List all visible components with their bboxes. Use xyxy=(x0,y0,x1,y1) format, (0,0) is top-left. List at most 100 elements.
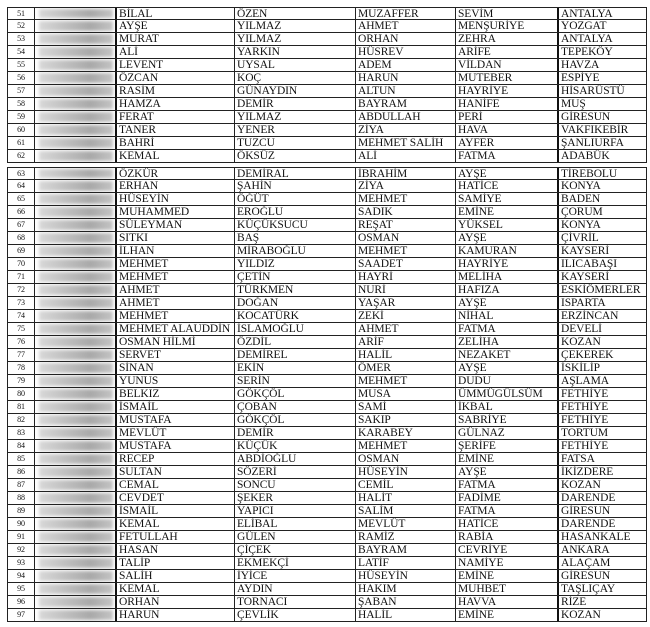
birthplace-cell: ANTALYA xyxy=(557,33,647,45)
surname-cell: UYSAL xyxy=(234,59,355,71)
table-row: 63 ÖZKÜR DEMİRAL İBRAHİM AYŞE TİREBOLU xyxy=(7,167,647,180)
mother-name-cell: FATMA xyxy=(455,505,557,517)
father-name-cell: HÜSEYİN xyxy=(355,570,455,582)
father-name-cell: MEHMET xyxy=(355,375,455,387)
surname-cell: KOÇ xyxy=(234,72,355,84)
father-name-cell: MEVLÜT xyxy=(355,518,455,530)
first-name-cell: BİLAL xyxy=(115,8,234,19)
father-name-cell: CEMİL xyxy=(355,479,455,491)
birthplace-cell: RİZE xyxy=(557,596,647,608)
surname-cell: EROĞLU xyxy=(234,206,355,218)
mother-name-cell: CEVRİYE xyxy=(455,544,557,556)
father-name-cell: ADEM xyxy=(355,59,455,71)
redaction-blur xyxy=(39,138,113,148)
surname-cell: YILMAZ xyxy=(234,33,355,45)
redacted-id-cell xyxy=(34,349,115,361)
mother-name-cell: ŞERİFE xyxy=(455,440,557,452)
redacted-id-cell xyxy=(34,85,115,97)
mother-name-cell: ARİFE xyxy=(455,46,557,58)
table-row: 80 BELKIZ GÖKÇÖL MUSA ÜMMÜGÜLSÜM FETHİYE xyxy=(7,388,647,401)
redacted-id-cell xyxy=(34,609,115,621)
mother-name-cell: SAMİYE xyxy=(455,193,557,205)
redaction-blur xyxy=(39,350,113,360)
redacted-id-cell xyxy=(34,479,115,491)
table-row: 95 KEMAL AYDIN HAKIM MUHBET TAŞLIÇAY xyxy=(7,583,647,596)
first-name-cell: İSMAİL xyxy=(115,505,234,517)
surname-cell: TÜRKMEN xyxy=(234,284,355,296)
first-name-cell: OSMAN HİLMİ xyxy=(115,336,234,348)
father-name-cell: LATİF xyxy=(355,557,455,569)
birthplace-cell: TEPEKÖY xyxy=(557,46,647,58)
mother-name-cell: DUDU xyxy=(455,375,557,387)
birthplace-cell: HASANKALE xyxy=(557,531,647,543)
redacted-id-cell xyxy=(34,124,115,136)
redaction-blur xyxy=(39,86,113,96)
mother-name-cell: SEVİM xyxy=(455,8,557,19)
redacted-id-cell xyxy=(34,219,115,231)
birthplace-cell: BADEN xyxy=(557,193,647,205)
row-number-cell: 74 xyxy=(7,310,34,322)
first-name-cell: MEHMET xyxy=(115,310,234,322)
first-name-cell: ÖZCAN xyxy=(115,72,234,84)
table-row: 83 MEVLÜT DEMİR KARABEY GÜLNAZ TORTUM xyxy=(7,427,647,440)
first-name-cell: AHMET xyxy=(115,297,234,309)
table-row: 68 SITKI BAŞ OSMAN AYŞE ÇİVRİL xyxy=(7,232,647,245)
father-name-cell: HALİL xyxy=(355,609,455,621)
row-number-cell: 86 xyxy=(7,466,34,478)
father-name-cell: ARİF xyxy=(355,336,455,348)
first-name-cell: SERVET xyxy=(115,349,234,361)
father-name-cell: HÜSEYİN xyxy=(355,466,455,478)
redacted-id-cell xyxy=(34,20,115,32)
surname-cell: YILMAZ xyxy=(234,111,355,123)
first-name-cell: KEMAL xyxy=(115,518,234,530)
row-number-cell: 70 xyxy=(7,258,34,270)
birthplace-cell: İKİZDERE xyxy=(557,466,647,478)
table-row: 66 MUHAMMED EROĞLU SADIK EMİNE ÇORUM xyxy=(7,206,647,219)
table-row: 77 SERVET DEMİREL HALİL NEZAKET ÇEKEREK xyxy=(7,349,647,362)
first-name-cell: ÖZKÜR xyxy=(115,168,234,179)
redaction-blur xyxy=(39,597,113,607)
redaction-blur xyxy=(39,9,113,18)
table-row: 92 HASAN ÇİÇEK BAYRAM CEVRİYE ANKARA xyxy=(7,544,647,557)
redaction-blur xyxy=(39,324,113,334)
redacted-id-cell xyxy=(34,414,115,426)
father-name-cell: KARABEY xyxy=(355,427,455,439)
table-row: 70 MEHMET YILDIZ SAADET HAYRİYE ILICABAŞI xyxy=(7,258,647,271)
birthplace-cell: GİRESUN xyxy=(557,111,647,123)
surname-cell: ÇEVLİK xyxy=(234,609,355,621)
table-row: 90 KEMAL ELİBAL MEVLÜT HATİCE DARENDE xyxy=(7,518,647,531)
father-name-cell: İBRAHİM xyxy=(355,168,455,179)
table-row: 53 MURAT YILMAZ ORHAN ZEHRA ANTALYA xyxy=(7,33,647,46)
father-name-cell: SALİM xyxy=(355,505,455,517)
father-name-cell: MEHMET SALİH xyxy=(355,137,455,149)
surname-cell: ÇETİN xyxy=(234,271,355,283)
redacted-id-cell xyxy=(34,323,115,335)
first-name-cell: CEVDET xyxy=(115,492,234,504)
first-name-cell: MUSTAFA xyxy=(115,414,234,426)
redaction-blur xyxy=(39,207,113,217)
table-row: 76 OSMAN HİLMİ ÖZDİL ARİF ZELİHA KOZAN xyxy=(7,336,647,349)
first-name-cell: BELKIZ xyxy=(115,388,234,400)
birthplace-cell: DEVELİ xyxy=(557,323,647,335)
surname-cell: KÜÇÜKSUCU xyxy=(234,219,355,231)
first-name-cell: TALİP xyxy=(115,557,234,569)
mother-name-cell: HATİCE xyxy=(455,180,557,192)
row-number-cell: 54 xyxy=(7,46,34,58)
row-number-cell: 64 xyxy=(7,180,34,192)
redacted-id-cell xyxy=(34,193,115,205)
father-name-cell: ALİ xyxy=(355,150,455,162)
mother-name-cell: MUHBET xyxy=(455,583,557,595)
first-name-cell: ERHAN xyxy=(115,180,234,192)
surname-cell: KOCATÜRK xyxy=(234,310,355,322)
birthplace-cell: FETHİYE xyxy=(557,388,647,400)
first-name-cell: AYŞE xyxy=(115,20,234,32)
birthplace-cell: ESKİÖMERLER xyxy=(557,284,647,296)
redaction-blur xyxy=(39,181,113,191)
redacted-id-cell xyxy=(34,8,115,19)
table-row: 87 CEMAL SONCU CEMİL FATMA KOZAN xyxy=(7,479,647,492)
row-number-cell: 63 xyxy=(7,168,34,179)
birthplace-cell: AŞLAMA xyxy=(557,375,647,387)
redaction-blur xyxy=(39,73,113,83)
surname-cell: MİRABOĞLU xyxy=(234,245,355,257)
first-name-cell: SALİH xyxy=(115,570,234,582)
